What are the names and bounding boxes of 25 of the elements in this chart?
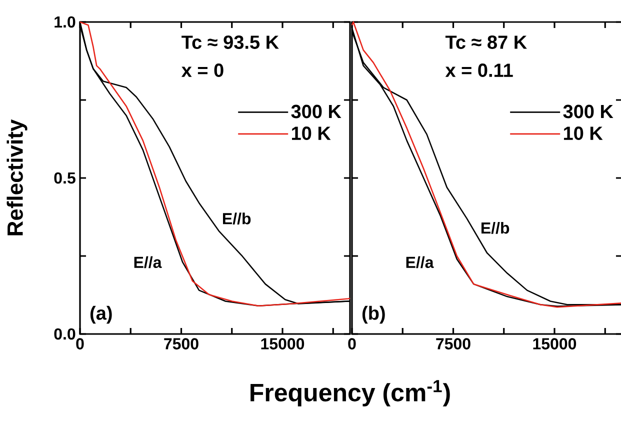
annotation: (a) — [90, 306, 112, 324]
annotation: Tc ≈ 93.5 K — [182, 35, 279, 49]
legend-label: 10 K — [292, 126, 331, 140]
annotation: E//a — [134, 256, 162, 268]
y-axis-title: Reflectivity — [6, 119, 28, 236]
x-tick-label: 0 — [76, 338, 84, 350]
annotation: E//b — [482, 222, 510, 234]
y-tick-label: 1.0 — [54, 16, 76, 28]
x-tick-label: 7500 — [436, 338, 470, 350]
annotation: x = 0 — [181, 64, 224, 78]
x-tick-label: 7500 — [164, 338, 198, 350]
legend-label: 300 K — [563, 104, 614, 118]
x-tick-label: 0 — [348, 338, 356, 350]
annotation: x = 0.11 — [445, 64, 513, 78]
annotation: Tc ≈ 87 K — [445, 35, 527, 49]
annotation: (b) — [362, 306, 385, 324]
y-tick-label: 0.0 — [54, 328, 76, 340]
y-tick-label: 0.5 — [54, 172, 76, 184]
x-tick-label: 15000 — [261, 338, 304, 350]
annotation: E//b — [223, 212, 251, 224]
x-tick-label: 15000 — [533, 338, 576, 350]
legend-label: 300 K — [291, 104, 342, 118]
annotation: E//a — [406, 256, 434, 268]
x-axis-title: Frequency (cm$^{-1}$) — [250, 380, 450, 406]
legend-label: 10 K — [564, 126, 603, 140]
